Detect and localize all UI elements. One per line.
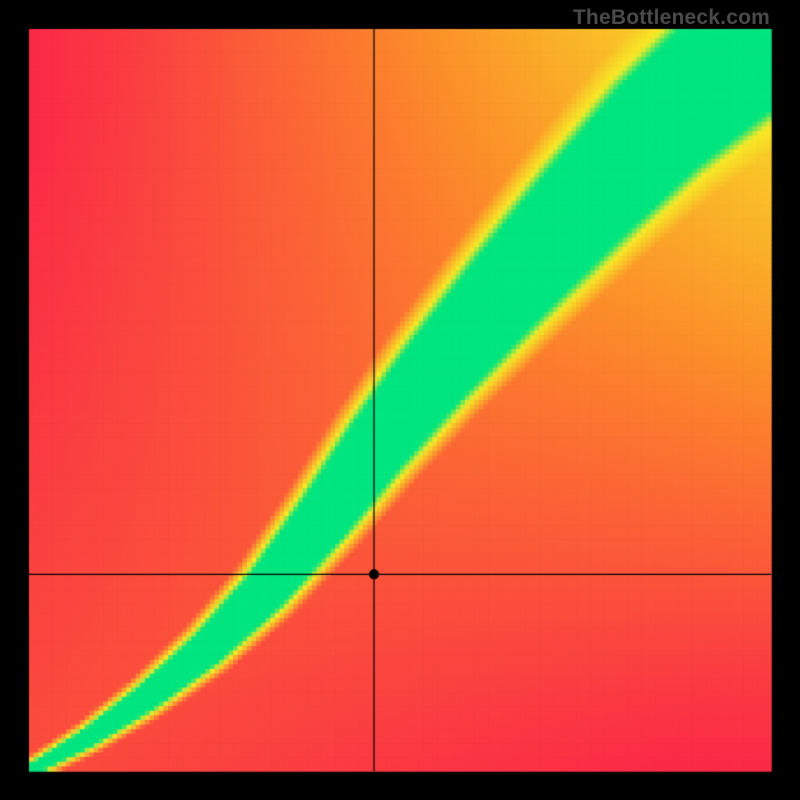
bottleneck-heatmap <box>0 0 800 800</box>
chart-container: TheBottleneck.com <box>0 0 800 800</box>
watermark-text: TheBottleneck.com <box>573 6 770 30</box>
